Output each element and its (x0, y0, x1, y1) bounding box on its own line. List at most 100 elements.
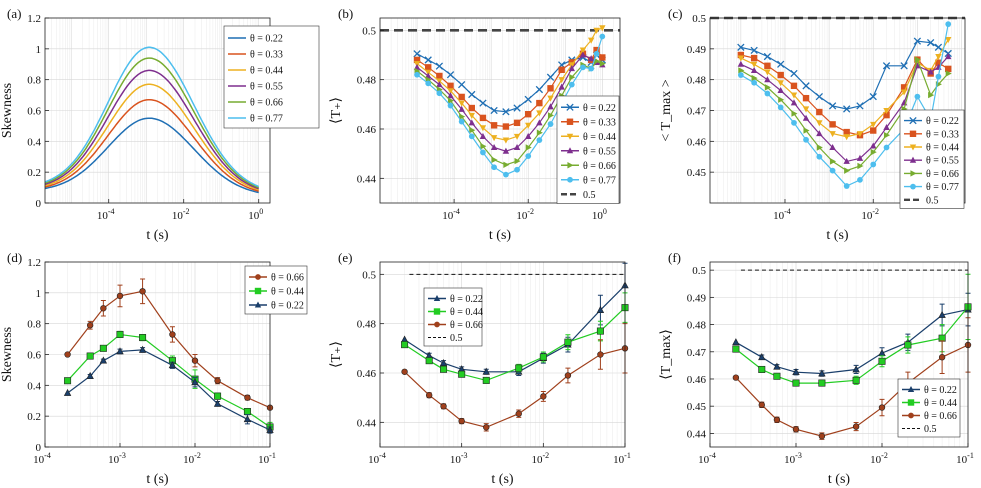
y-tick-label: 0.45 (687, 401, 707, 413)
x-tick-base: 10 (956, 454, 968, 466)
legend-label: θ = 0.55 (250, 82, 283, 93)
data-point (479, 114, 487, 122)
data-point (447, 97, 455, 104)
data-point (900, 84, 908, 91)
x-tick-base: 10 (108, 454, 120, 466)
legend-marker (567, 162, 574, 169)
legend-box (223, 25, 320, 129)
data-point (764, 76, 771, 83)
legend-box (897, 378, 961, 438)
data-point (852, 365, 860, 373)
data-point (191, 378, 199, 386)
data-point (440, 403, 447, 410)
data-point (558, 83, 565, 90)
y-tick-label: 0.44 (687, 428, 707, 440)
data-point (914, 56, 921, 63)
x-tick-label: 10-2 (531, 451, 549, 466)
x-tick-base: 10 (592, 210, 604, 222)
data-point (568, 81, 575, 88)
data-point (764, 69, 771, 76)
panel-label: (e) (338, 250, 352, 265)
series-line (67, 349, 271, 431)
y-tick-label: 1.2 (27, 13, 41, 25)
data-point (425, 357, 433, 365)
x-tick-base: 10 (516, 210, 528, 222)
data-point (790, 82, 798, 90)
data-point (515, 364, 523, 372)
legend: θ = 0.22 θ = 0.33 θ = 0.44 θ = 0.55 θ = 0.66… (899, 109, 965, 209)
data-point (777, 104, 784, 111)
data-point (857, 162, 864, 170)
x-tick-base: 10 (870, 454, 882, 466)
data-point (763, 52, 772, 61)
x-tick-base: 10 (450, 454, 462, 466)
data-point (138, 345, 147, 353)
data-point (934, 43, 943, 51)
data-point (468, 119, 475, 126)
data-point (928, 91, 935, 99)
data-point (86, 352, 94, 360)
y-axis-label: ⟨T₊⟩ (329, 341, 344, 368)
legend-marker (566, 118, 574, 125)
legend-label: θ = 0.22 (250, 34, 283, 45)
data-point (447, 82, 454, 90)
data-point (870, 121, 877, 128)
data-point (480, 149, 486, 156)
legend-marker (433, 294, 441, 302)
data-point (870, 148, 877, 156)
grid (44, 17, 271, 204)
legend-label: θ = 0.44 (926, 143, 959, 154)
series-5 (414, 33, 606, 178)
legend-marker (909, 130, 917, 137)
x-tick-label: 10-2 (183, 451, 201, 466)
data-point (777, 86, 784, 94)
data-point (479, 132, 487, 139)
data-point (596, 305, 605, 313)
data-point (843, 157, 850, 164)
data-point (64, 377, 72, 385)
panel-e: 10-4 10-3 10-2 10-10.440.460.480.5t (s)⟨T₊⟩… (329, 250, 631, 487)
data-point (773, 416, 781, 423)
x-tick-base: 10 (861, 210, 873, 222)
y-tick-label: 0.44 (357, 173, 377, 185)
data-point (547, 85, 554, 92)
data-point (816, 144, 823, 151)
data-point (914, 93, 921, 100)
data-point (792, 368, 800, 376)
x-tick-label: 10-1 (613, 451, 631, 466)
data-point (802, 106, 810, 113)
y-axis-label: ⟨T₊⟩ (329, 97, 344, 124)
legend-label: θ = 0.77 (583, 175, 616, 186)
data-point (139, 288, 146, 295)
legend-marker (566, 103, 574, 111)
panel-label: (b) (338, 6, 353, 21)
data-point (479, 99, 487, 107)
legend-label: θ = 0.44 (450, 307, 483, 318)
data-point (883, 123, 890, 131)
data-point (935, 59, 942, 66)
data-point (547, 95, 554, 102)
data-point (803, 136, 809, 143)
data-point (439, 358, 448, 366)
data-point (764, 90, 771, 97)
data-point (883, 111, 890, 119)
data-point (425, 64, 432, 71)
x-tick-exponent: -2 (194, 451, 201, 460)
series-line (44, 83, 259, 191)
data-point (513, 143, 521, 151)
data-point (459, 113, 466, 120)
data-point (568, 65, 575, 72)
x-tick-exponent: 0 (259, 207, 263, 216)
x-tick-label: 10-3 (108, 451, 126, 466)
data-point (599, 33, 606, 40)
y-tick-label: 0.47 (687, 106, 707, 118)
x-tick-label: 100 (592, 207, 607, 222)
legend-label: 0.5 (450, 333, 463, 344)
data-point (564, 338, 572, 346)
data-point (750, 54, 758, 62)
data-point (935, 73, 942, 80)
data-point (468, 104, 475, 112)
legend-label: θ = 0.44 (271, 287, 304, 298)
data-point (588, 65, 595, 72)
data-point (758, 401, 765, 409)
